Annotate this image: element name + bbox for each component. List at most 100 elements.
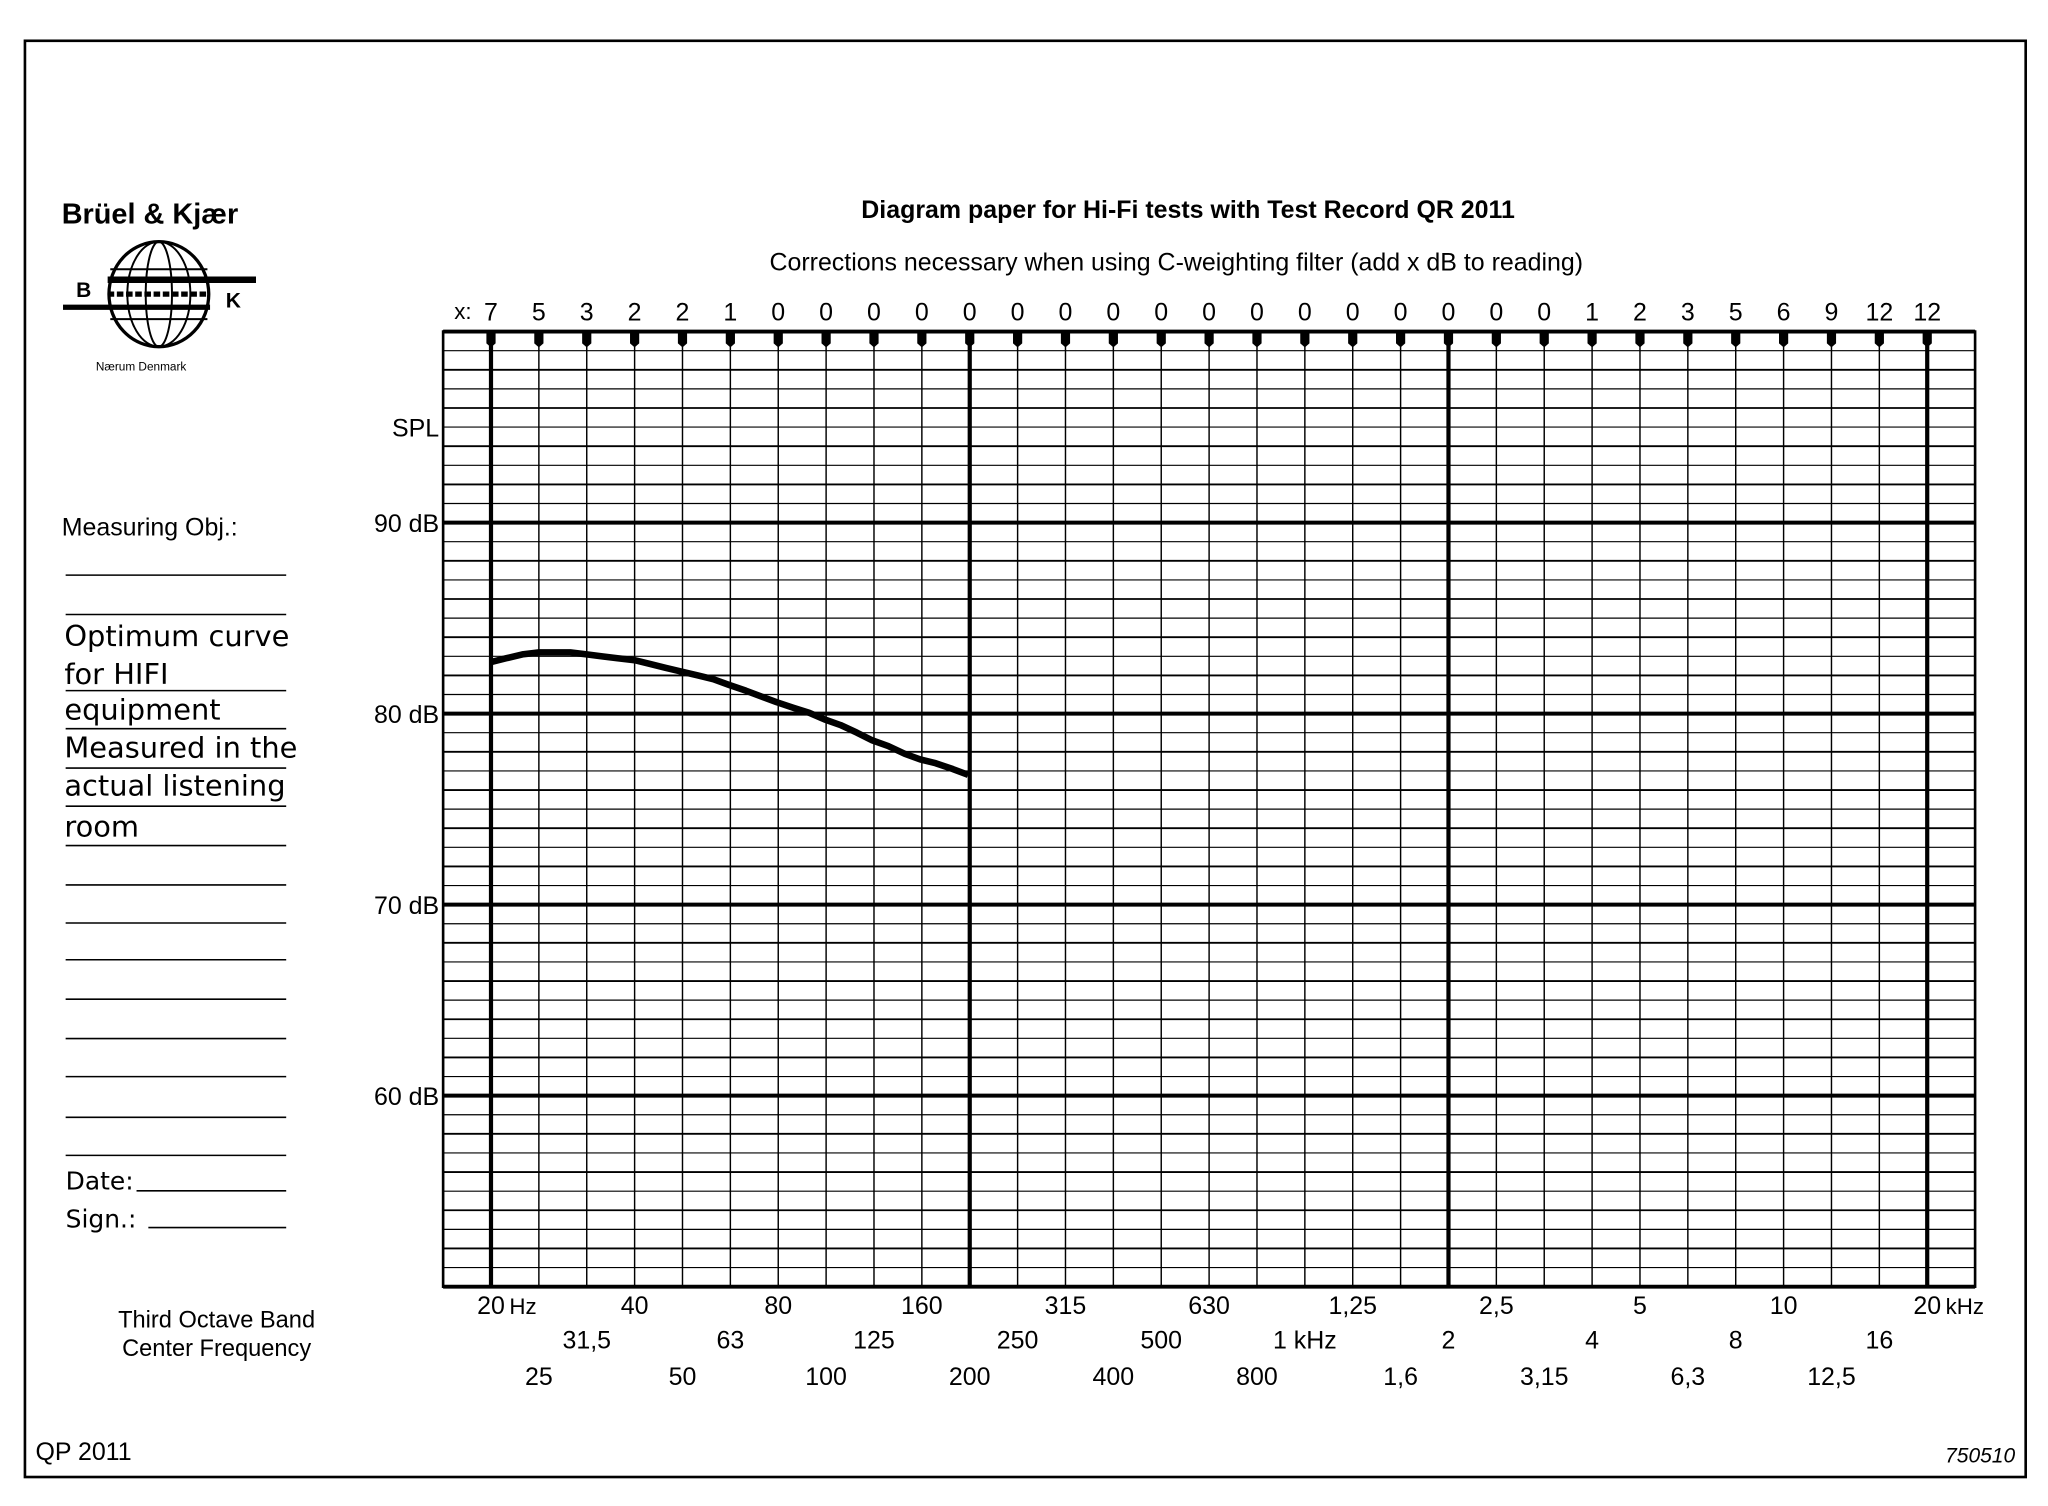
x-tick-label: 2,5 (1479, 1292, 1514, 1320)
correction-value: 0 (819, 298, 833, 326)
x-tick-label: 20 (477, 1292, 505, 1320)
correction-value: 0 (771, 298, 785, 326)
correction-value: 0 (1011, 298, 1025, 326)
x-tick-label: 31,5 (562, 1326, 611, 1354)
x-tick-label: 1,6 (1383, 1363, 1418, 1391)
correction-value: 2 (1633, 298, 1647, 326)
form-fields: Measuring Obj.: Optimum curve for HIFI eq… (62, 514, 298, 1234)
correction-value: 0 (1202, 298, 1216, 326)
x-tick-label: 8 (1729, 1326, 1743, 1354)
corrections-prefix: x: (454, 299, 471, 324)
band-marker (1683, 331, 1693, 348)
x-tick-label: 10 (1770, 1292, 1798, 1320)
correction-value: 2 (676, 298, 690, 326)
band-marker (1587, 331, 1597, 348)
x-tick-label: 1 kHz (1273, 1326, 1337, 1354)
y-tick-label: 60 dB (374, 1083, 439, 1111)
handwritten-line: for HIFI (64, 657, 168, 691)
x-tick-label: 125 (853, 1326, 895, 1354)
band-marker (1060, 331, 1071, 348)
date-label[interactable]: Date: (66, 1167, 134, 1196)
correction-value: 6 (1777, 298, 1791, 326)
correction-value: 0 (1346, 298, 1360, 326)
x-tick-label: 12,5 (1807, 1363, 1856, 1391)
axis-caption-line-1: Third Octave Band (118, 1307, 315, 1333)
band-marker (1348, 331, 1358, 348)
handwritten-line: equipment (64, 693, 220, 727)
correction-value: 1 (723, 298, 737, 326)
x-unit-hz: Hz (509, 1294, 536, 1319)
correction-value: 0 (1250, 298, 1264, 326)
band-marker (1156, 331, 1166, 348)
band-marker (1013, 331, 1023, 348)
x-tick-label: 63 (716, 1326, 744, 1354)
y-axis-label: SPL (392, 414, 439, 442)
brand-location: Nærum Denmark (96, 359, 187, 373)
band-marker (869, 331, 879, 348)
x-tick-label: 80 (764, 1292, 792, 1320)
band-marker (1731, 331, 1741, 348)
band-marker (773, 331, 783, 348)
band-marker (1874, 331, 1884, 348)
correction-value: 0 (1537, 298, 1551, 326)
correction-value: 0 (1154, 298, 1168, 326)
footer-number: 750510 (1945, 1445, 2015, 1468)
x-tick-label: 800 (1236, 1363, 1278, 1391)
x-tick-label: 315 (1045, 1292, 1087, 1320)
band-marker (821, 331, 831, 348)
band-marker (677, 331, 688, 348)
band-marker (965, 331, 975, 348)
logo-letter-k: K (226, 289, 241, 312)
x-tick-label: 500 (1140, 1326, 1182, 1354)
correction-value: 0 (1442, 298, 1456, 326)
brand-logo: Brüel & Kjær B K Nærum Denmark (62, 198, 256, 373)
handwritten-line: Measured in the (64, 731, 297, 765)
x-tick-label: 200 (949, 1363, 991, 1391)
band-marker (1826, 331, 1837, 348)
correction-value: 5 (1729, 298, 1743, 326)
sheet-border (23, 39, 2027, 1479)
correction-value: 7 (484, 298, 498, 326)
y-tick-label: 90 dB (374, 510, 439, 538)
x-tick-label: 3,15 (1520, 1363, 1569, 1391)
handwritten-line: actual listening (64, 769, 285, 803)
measuring-obj-label: Measuring Obj.: (62, 514, 238, 542)
x-tick-label: 20 (1913, 1292, 1941, 1320)
globe-icon: B K (63, 240, 256, 349)
band-marker (534, 331, 544, 348)
x-tick-label: 4 (1585, 1326, 1599, 1354)
correction-value: 0 (963, 298, 977, 326)
handwritten-line: Optimum curve (64, 619, 289, 653)
band-marker (1491, 331, 1501, 348)
handwritten-line: room (64, 809, 139, 843)
band-marker (1300, 331, 1310, 348)
logo-letter-b: B (76, 279, 91, 302)
x-tick-label: 2 (1442, 1326, 1456, 1354)
x-tick-label: 630 (1188, 1292, 1230, 1320)
correction-value: 12 (1865, 298, 1893, 326)
band-marker (630, 331, 640, 348)
y-tick-label: 80 dB (374, 701, 439, 729)
page-title: Diagram paper for Hi-Fi tests with Test … (861, 196, 1515, 224)
brand-name: Brüel & Kjær (62, 198, 239, 230)
band-marker (1396, 331, 1406, 348)
correction-value: 0 (1106, 298, 1120, 326)
correction-value: 0 (867, 298, 881, 326)
correction-value: 0 (1394, 298, 1408, 326)
correction-value: 2 (628, 298, 642, 326)
correction-value: 12 (1913, 298, 1941, 326)
correction-value: 0 (1298, 298, 1312, 326)
sign-label[interactable]: Sign.: (66, 1205, 137, 1234)
x-tick-label: 16 (1865, 1326, 1893, 1354)
x-tick-label: 40 (621, 1292, 649, 1320)
correction-value: 3 (1681, 298, 1695, 326)
x-tick-label: 160 (901, 1292, 943, 1320)
page-subtitle: Corrections necessary when using C-weigh… (769, 249, 1583, 277)
correction-value: 0 (1489, 298, 1503, 326)
correction-value: 3 (580, 298, 594, 326)
x-tick-label: 6,3 (1671, 1363, 1706, 1391)
axis-caption-line-2: Center Frequency (122, 1336, 311, 1362)
correction-value: 0 (1059, 298, 1073, 326)
